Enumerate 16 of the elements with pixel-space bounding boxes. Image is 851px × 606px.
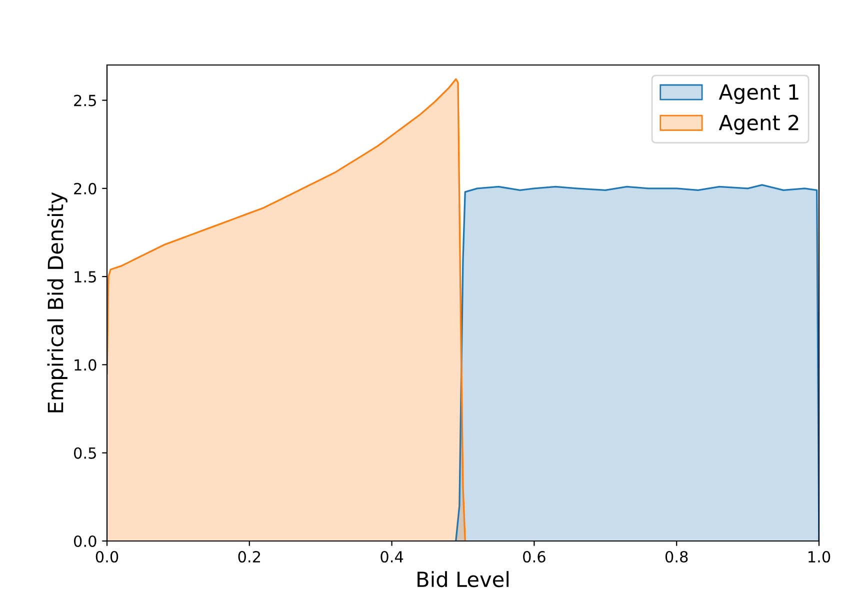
- x-tick-label: 1.0: [808, 550, 830, 563]
- y-tick-label: 2.0: [74, 182, 96, 194]
- legend-label: Agent 1: [718, 84, 798, 104]
- x-tick-label: 0.0: [96, 550, 118, 563]
- y-tick-label: 0.5: [74, 447, 96, 459]
- x-tick-label: 0.8: [665, 550, 688, 563]
- x-tick-label: 0.4: [380, 550, 404, 563]
- y-tick-label: 0.0: [74, 535, 96, 548]
- y-tick-label: 1.5: [74, 271, 96, 283]
- legend-label: Agent 2: [718, 114, 798, 134]
- x-tick-label: 0.6: [523, 550, 546, 563]
- x-tick-label: 0.2: [238, 550, 260, 563]
- y-axis-title: Empirical Bid Density: [47, 192, 68, 412]
- y-tick-label: 1.0: [74, 359, 96, 371]
- x-axis-title: Bid Level: [418, 571, 509, 588]
- y-tick-label: 2.5: [74, 94, 96, 106]
